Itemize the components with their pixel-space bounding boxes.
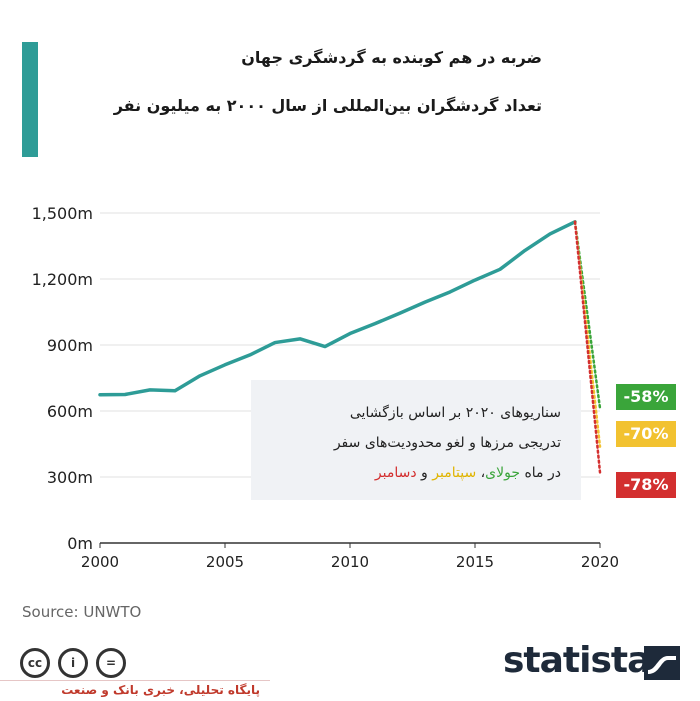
y-tick-label: 900m — [47, 336, 93, 355]
callout-text: سناریوهای ۲۰۲۰ بر اساس بازگشایی تدریجی م… — [334, 398, 561, 488]
source-note: Source: UNWTO — [22, 603, 142, 621]
callout-and: و — [416, 465, 433, 481]
chart-subtitle: تعداد گردشگران بین‌المللی از سال ۲۰۰۰ به… — [113, 96, 542, 115]
callout-july: جولای — [485, 465, 520, 481]
y-tick-label: 1,500m — [32, 204, 93, 223]
callout-comma: ، — [476, 465, 486, 481]
x-tick-label: 2020 — [581, 553, 619, 571]
callout-line-2: تدریجی مرزها و لغو محدودیت‌های سفر — [333, 435, 561, 451]
scenario-badge-september: -70% — [616, 421, 676, 447]
scenario-line-december — [573, 220, 602, 474]
x-tick-label: 2015 — [456, 553, 494, 571]
statista-logo-icon[interactable] — [644, 646, 680, 680]
y-tick-label: 1,200m — [32, 270, 93, 289]
statista-logo-text[interactable]: statista — [503, 640, 651, 681]
scenario-badge-july: -58% — [616, 384, 676, 410]
x-tick-label: 2005 — [206, 553, 244, 571]
footer-banner: پایگاه تحلیلی، خبری بانک و صنعت — [0, 680, 270, 701]
footer-text: پایگاه تحلیلی، خبری بانک و صنعت — [61, 683, 260, 697]
y-tick-label: 600m — [47, 402, 93, 421]
callout-december: دسامبر — [374, 465, 417, 481]
by-icon[interactable]: i — [58, 648, 88, 678]
scenario-callout: سناریوهای ۲۰۲۰ بر اساس بازگشایی تدریجی م… — [251, 380, 581, 500]
x-tick-label: 2010 — [331, 553, 369, 571]
series-line-arrivals — [98, 220, 577, 397]
callout-prefix: در ماه — [520, 465, 561, 481]
callout-line-3: در ماه جولای، سپتامبر و دسامبر — [334, 458, 561, 488]
callout-september: سپتامبر — [432, 465, 477, 481]
accent-bar — [22, 42, 38, 157]
license-icons: cc i = — [20, 648, 126, 678]
chart-title: ضربه در هم کوبنده به گردشگری جهان — [241, 48, 542, 67]
y-tick-label: 0m — [67, 534, 93, 553]
x-tick-label: 2000 — [81, 553, 119, 571]
scenario-badge-december: -78% — [616, 472, 676, 498]
callout-line-1: سناریوهای ۲۰۲۰ بر اساس بازگشایی — [349, 405, 561, 421]
cc-icon[interactable]: cc — [20, 648, 50, 678]
nd-icon[interactable]: = — [96, 648, 126, 678]
y-tick-label: 300m — [47, 468, 93, 487]
